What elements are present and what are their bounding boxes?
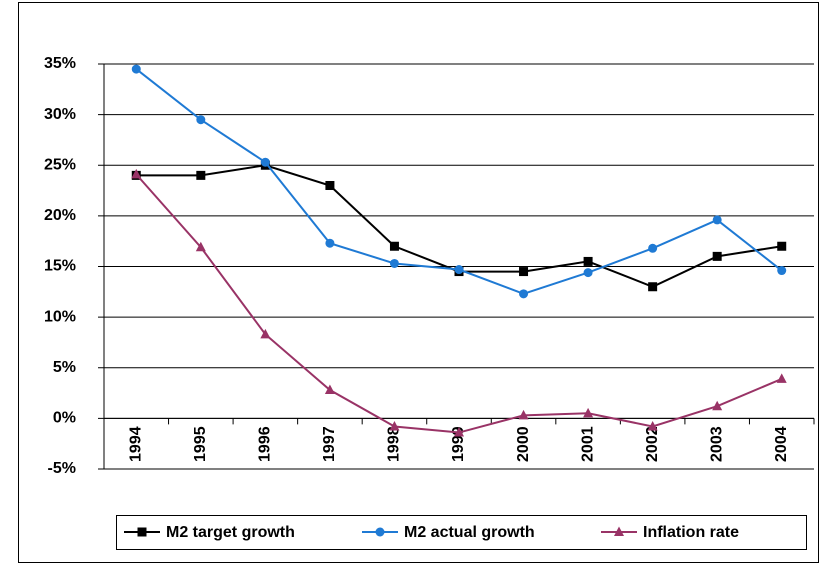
y-tick-label: 10% bbox=[44, 308, 76, 325]
marker bbox=[777, 266, 787, 276]
marker bbox=[375, 527, 385, 537]
x-tick-label: 2001 bbox=[579, 426, 596, 462]
x-tick-label: 1998 bbox=[386, 426, 403, 462]
marker bbox=[712, 215, 722, 225]
legend-box bbox=[116, 515, 807, 550]
marker bbox=[260, 157, 270, 167]
legend-label: Inflation rate bbox=[643, 524, 739, 541]
marker bbox=[325, 238, 335, 248]
x-tick-label: 1994 bbox=[127, 426, 144, 462]
marker bbox=[131, 64, 141, 74]
marker bbox=[583, 268, 593, 278]
legend-label: M2 actual growth bbox=[404, 524, 535, 541]
marker bbox=[648, 243, 658, 253]
chart-frame bbox=[18, 2, 819, 563]
x-tick-label: 1995 bbox=[192, 426, 209, 462]
y-tick-label: 15% bbox=[44, 258, 76, 275]
x-tick-label: 2004 bbox=[773, 426, 790, 462]
marker bbox=[260, 328, 271, 339]
marker bbox=[325, 181, 335, 190]
marker bbox=[583, 407, 594, 418]
x-tick-label: 1996 bbox=[257, 426, 274, 462]
marker bbox=[776, 373, 787, 383]
marker bbox=[195, 241, 206, 252]
y-tick-label: 35% bbox=[44, 55, 76, 72]
marker bbox=[519, 267, 529, 277]
x-tick-label: 2003 bbox=[708, 426, 725, 462]
marker bbox=[614, 526, 624, 536]
legend-label: M2 target growth bbox=[166, 524, 295, 541]
y-tick-label: 20% bbox=[44, 207, 76, 224]
marker bbox=[137, 527, 147, 537]
marker bbox=[519, 289, 529, 299]
marker bbox=[196, 170, 206, 180]
marker bbox=[712, 400, 723, 411]
marker bbox=[647, 420, 658, 431]
marker bbox=[389, 241, 399, 251]
y-tick-label: 30% bbox=[44, 106, 76, 123]
x-tick-label: 2000 bbox=[515, 426, 532, 462]
y-tick-label: -5% bbox=[48, 460, 76, 477]
marker bbox=[648, 282, 658, 292]
marker bbox=[324, 384, 335, 395]
marker bbox=[389, 258, 399, 268]
y-tick-label: 25% bbox=[44, 156, 76, 173]
marker bbox=[454, 427, 464, 437]
x-tick-label: 1997 bbox=[321, 426, 338, 462]
y-tick-label: 0% bbox=[53, 410, 76, 427]
marker bbox=[196, 115, 206, 125]
marker bbox=[131, 168, 142, 179]
marker bbox=[712, 251, 722, 261]
y-tick-label: 5% bbox=[53, 359, 76, 376]
marker bbox=[389, 420, 400, 431]
marker bbox=[454, 265, 464, 275]
marker bbox=[518, 409, 529, 420]
marker bbox=[777, 241, 787, 251]
marker bbox=[583, 256, 593, 266]
x-tick-label: 2002 bbox=[644, 426, 661, 462]
